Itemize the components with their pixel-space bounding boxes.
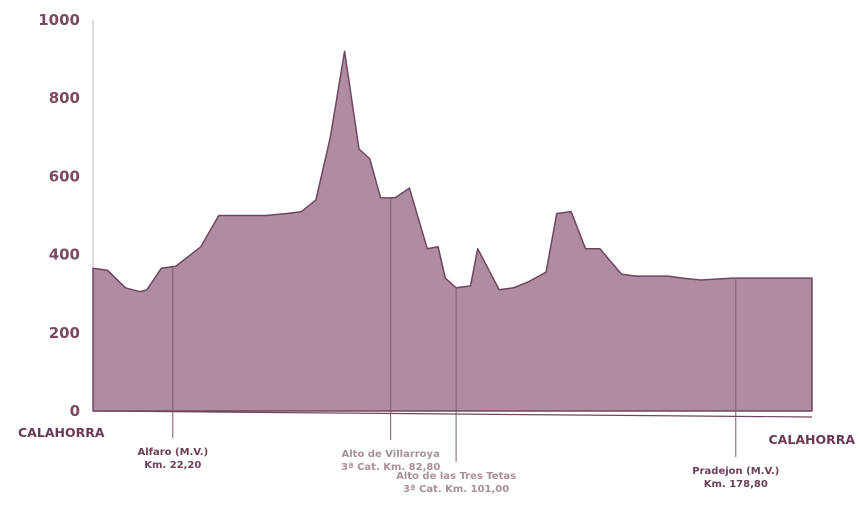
y-tick-label: 400 [49, 246, 80, 264]
y-tick-label: 800 [49, 89, 80, 107]
end-label: CALAHORRA [769, 432, 856, 447]
annotation-km: 3ª Cat. Km. 82,80 [341, 462, 440, 473]
x-axis-line [92, 410, 813, 418]
annotation-km: Km. 22,20 [144, 460, 201, 471]
elevation-area [92, 50, 813, 412]
y-tick-label: 200 [49, 324, 80, 342]
y-tick-label: 1000 [38, 11, 80, 29]
y-tick-label: 600 [49, 167, 80, 185]
annotation-name: Alto de las Tres Tetas [396, 471, 516, 482]
annotation-km: 3ª Cat. Km. 101,00 [403, 484, 509, 495]
start-label: CALAHORRA [18, 425, 105, 440]
annotation-km: Km. 178,80 [704, 479, 768, 490]
annotation-name: Pradejon (M.V.) [692, 466, 779, 477]
annotation-name: Alto de Villarroya [342, 449, 440, 460]
y-tick-label: 0 [70, 402, 80, 420]
annotation-name: Alfaro (M.V.) [137, 447, 208, 458]
